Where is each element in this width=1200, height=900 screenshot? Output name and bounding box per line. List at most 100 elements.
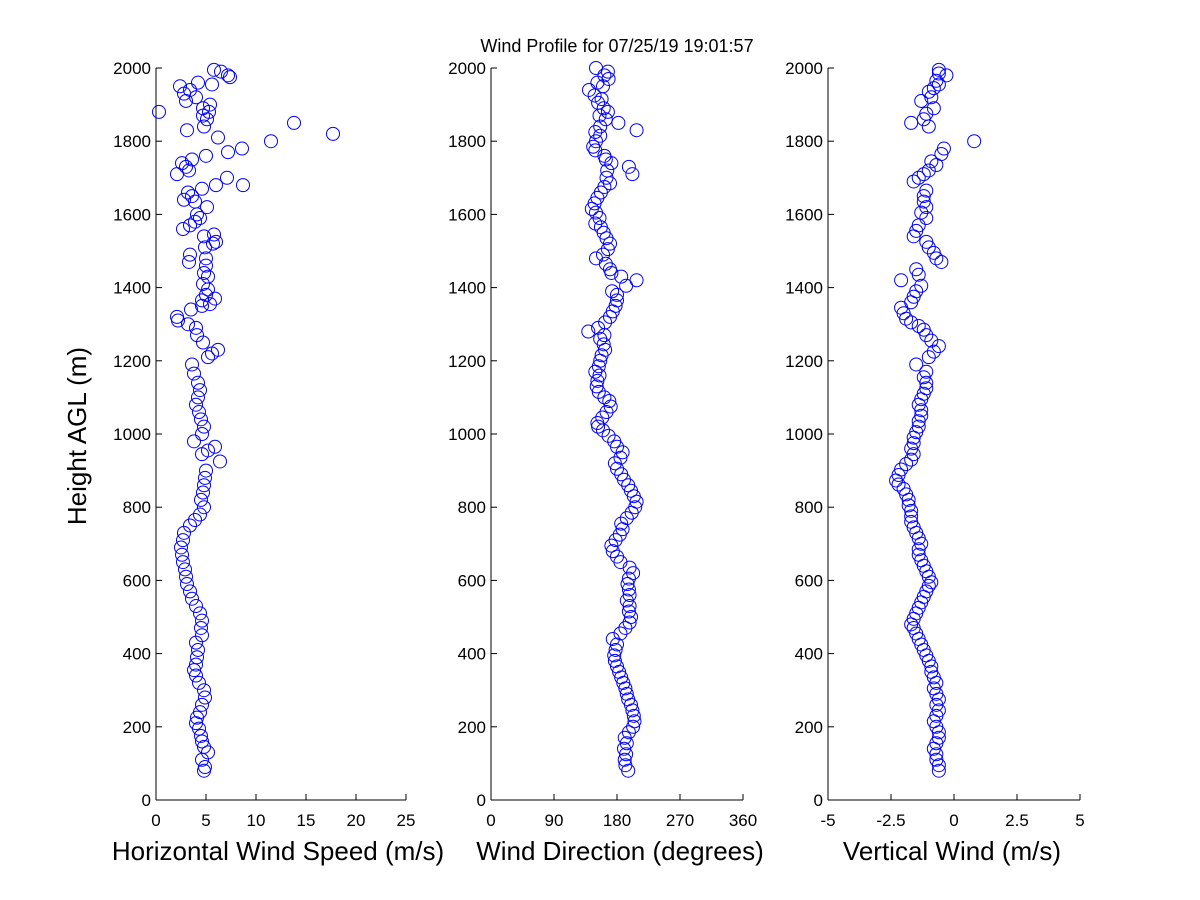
data-point <box>588 125 603 140</box>
data-point <box>619 511 634 526</box>
data-point <box>936 141 951 156</box>
data-point <box>906 620 921 635</box>
data-point <box>206 236 220 251</box>
data-point <box>185 591 199 606</box>
data-point <box>621 604 636 619</box>
data-point <box>235 141 249 156</box>
data-point <box>608 642 623 657</box>
data-point <box>192 405 206 420</box>
data-point <box>590 373 605 388</box>
data-point <box>188 214 202 229</box>
data-point <box>967 134 982 149</box>
y-tick-label: 1600 <box>113 205 151 224</box>
data-point <box>629 273 644 288</box>
data-point <box>621 692 636 707</box>
data-point <box>891 477 906 492</box>
data-point <box>199 148 213 163</box>
data-point <box>205 77 219 92</box>
data-point <box>221 68 235 83</box>
data-point <box>191 390 205 405</box>
data-point <box>911 547 926 562</box>
x-tick-label: 25 <box>397 811 416 830</box>
data-point <box>178 562 192 577</box>
y-tick-label: 1400 <box>448 279 486 298</box>
x-tick-label: 10 <box>247 811 266 830</box>
data-point <box>607 434 622 449</box>
data-point <box>194 620 208 635</box>
data-point <box>916 167 931 182</box>
data-point <box>602 394 617 409</box>
data-point <box>196 485 210 500</box>
data-point <box>590 416 605 431</box>
data-point <box>919 106 934 121</box>
y-tick-label: 0 <box>142 791 151 810</box>
data-point <box>197 500 211 515</box>
data-point <box>611 115 626 130</box>
data-point <box>194 492 208 507</box>
data-point <box>924 333 939 348</box>
x-tick-label: 0 <box>486 811 495 830</box>
data-point <box>919 364 934 379</box>
data-point <box>621 582 636 597</box>
y-tick-label: 1400 <box>785 279 823 298</box>
data-point <box>613 626 628 641</box>
y-tick-label: 200 <box>123 718 151 737</box>
data-point <box>185 152 199 167</box>
data-point <box>183 218 197 233</box>
data-point <box>610 461 624 476</box>
data-point <box>607 648 622 663</box>
data-point <box>590 75 605 90</box>
data-point <box>208 291 222 306</box>
data-point <box>176 222 190 237</box>
data-point <box>198 760 212 775</box>
data-point <box>626 719 641 734</box>
data-point <box>608 298 623 313</box>
data-point <box>193 211 207 226</box>
data-point <box>581 324 596 339</box>
data-point <box>595 410 610 425</box>
data-point <box>899 457 914 472</box>
data-point <box>934 254 949 269</box>
data-point <box>189 657 203 672</box>
y-tick-label: 800 <box>795 498 823 517</box>
data-point <box>931 339 946 354</box>
x-tick-label: 2.5 <box>1005 811 1029 830</box>
data-point <box>622 588 637 603</box>
data-point <box>199 463 213 478</box>
data-point <box>193 383 207 398</box>
data-point <box>605 631 620 646</box>
data-point <box>599 170 614 185</box>
x-tick-label: 0 <box>151 811 160 830</box>
data-point <box>183 247 197 262</box>
data-point <box>600 163 615 178</box>
data-point <box>188 513 202 528</box>
data-point <box>197 478 211 493</box>
data-point <box>615 445 630 460</box>
y-tick-label: 800 <box>458 498 486 517</box>
data-point <box>591 320 606 335</box>
data-point <box>189 668 203 683</box>
data-point <box>608 533 623 548</box>
x-tick-label: 20 <box>347 811 366 830</box>
data-point <box>193 507 207 522</box>
figure-title: Wind Profile for 07/25/19 19:01:57 <box>480 36 753 56</box>
data-point <box>588 143 603 158</box>
data-point <box>617 730 632 745</box>
data-point <box>591 384 606 399</box>
data-point <box>901 498 916 513</box>
y-tick-label: 1000 <box>448 425 486 444</box>
data-point <box>593 331 608 346</box>
data-point <box>610 287 624 302</box>
data-point <box>194 412 208 427</box>
data-point <box>939 68 954 83</box>
horizontal-wind-speed-panel: 0 200 400 600 800 1000 1200 1400 1600 1800 2000 0 5 1… <box>62 59 444 866</box>
data-point <box>187 366 201 381</box>
data-point <box>607 456 622 471</box>
data-point <box>185 357 199 372</box>
data-point <box>593 128 608 143</box>
data-point <box>582 82 596 97</box>
y-tick-label: 1600 <box>785 205 823 224</box>
data-point <box>621 159 636 174</box>
data-point <box>201 443 215 458</box>
data-point <box>208 439 222 454</box>
